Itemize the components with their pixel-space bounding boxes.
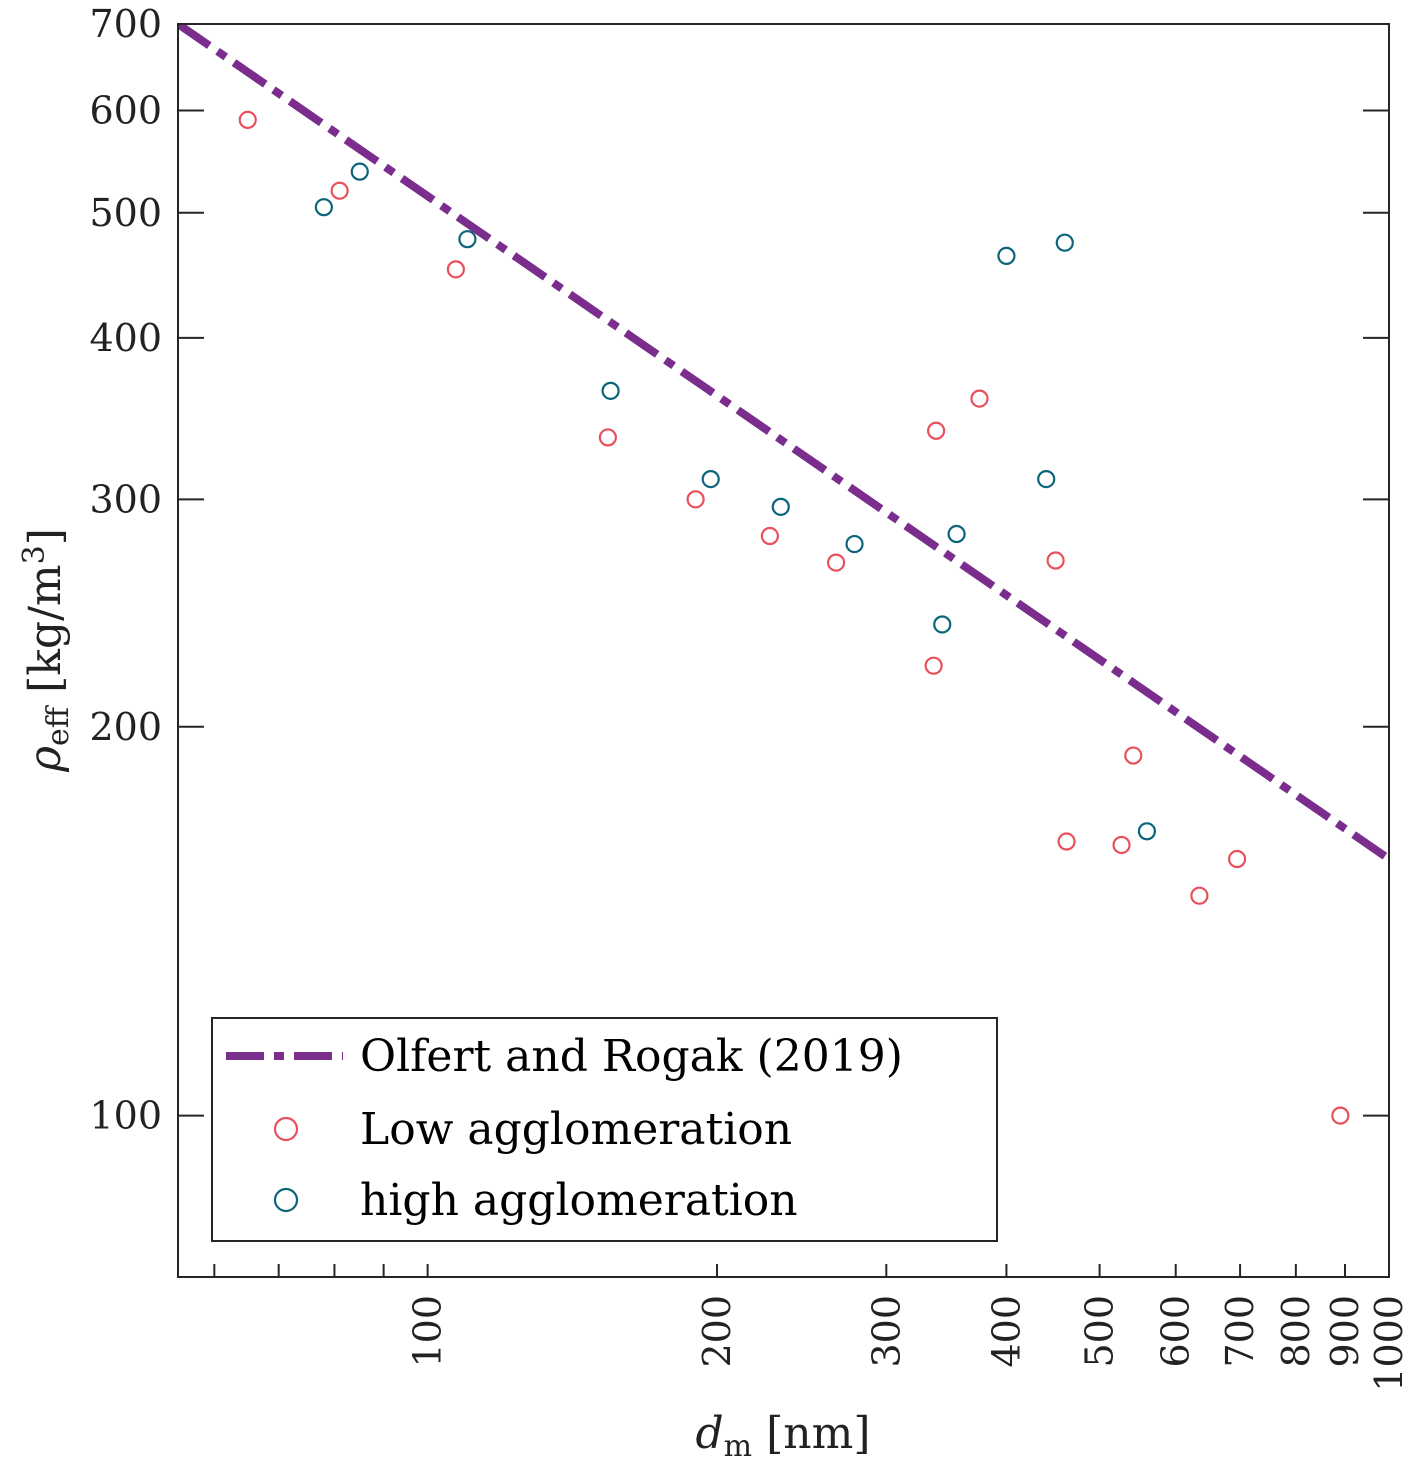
point-high-agglomeration	[933, 615, 952, 634]
point-high-agglomeration	[601, 381, 620, 400]
point-high-agglomeration	[1055, 233, 1074, 252]
x-tick-label: 600	[1154, 1295, 1198, 1368]
point-high-agglomeration	[947, 524, 966, 544]
point-low-agglomeration	[1227, 849, 1247, 869]
point-high-agglomeration	[350, 162, 369, 181]
legend-label-olfert: Olfert and Rogak (2019)	[360, 1031, 903, 1082]
x-tick-label: 200	[695, 1295, 739, 1368]
x-axis-label: dm [nm]	[695, 1408, 870, 1464]
point-high-agglomeration	[458, 230, 477, 249]
x-tick-label: 500	[1078, 1295, 1122, 1368]
y-tick-label: 700	[89, 2, 162, 46]
x-tick-label: 400	[984, 1295, 1028, 1368]
point-high-agglomeration	[845, 534, 864, 554]
point-high-agglomeration	[997, 246, 1016, 265]
point-high-agglomeration	[701, 470, 720, 489]
point-low-agglomeration	[1190, 886, 1209, 905]
legend: Olfert and Rogak (2019) Low agglomeratio…	[211, 1017, 998, 1242]
point-low-agglomeration	[1124, 746, 1143, 765]
legend-box	[211, 1017, 998, 1242]
point-low-agglomeration	[1112, 835, 1131, 855]
point-low-agglomeration	[927, 421, 946, 440]
x-tick-label: 800	[1274, 1295, 1318, 1368]
point-low-agglomeration	[1057, 832, 1076, 851]
x-tick-label: 700	[1218, 1295, 1262, 1368]
point-low-agglomeration	[446, 260, 465, 279]
tick-labels: 100 200 300 400 500 600 700 800 900 1000 100 200 300…	[89, 2, 1406, 1392]
y-axis-label: ρeff[kg/m3]	[17, 528, 76, 773]
y-tick-label: 100	[89, 1094, 162, 1138]
x-tick-label: 1000	[1367, 1295, 1406, 1392]
y-tick-label: 500	[89, 191, 162, 235]
point-low-agglomeration	[1331, 1106, 1350, 1125]
point-low-agglomeration	[970, 389, 989, 408]
point-low-agglomeration	[1046, 551, 1065, 570]
point-low-agglomeration	[238, 110, 257, 130]
x-tick-label: 100	[406, 1295, 450, 1368]
y-tick-label: 300	[89, 477, 162, 521]
point-high-agglomeration	[314, 198, 333, 217]
point-high-agglomeration	[1037, 470, 1056, 489]
y-tick-label: 600	[89, 88, 162, 132]
point-low-agglomeration	[686, 490, 705, 509]
point-low-agglomeration	[760, 526, 779, 546]
legend-label-high: high agglomeration	[360, 1175, 798, 1226]
y-tick-label: 400	[89, 316, 162, 360]
point-low-agglomeration	[330, 181, 349, 200]
legend-marker-low	[273, 1116, 299, 1142]
series-line-olfert-rogak	[178, 24, 1389, 863]
y-tick-label: 200	[89, 705, 162, 749]
point-low-agglomeration	[826, 553, 846, 572]
point-high-agglomeration	[771, 497, 790, 516]
point-low-agglomeration	[598, 428, 617, 447]
point-high-agglomeration	[1137, 822, 1157, 841]
legend-marker-high	[273, 1187, 299, 1213]
point-low-agglomeration	[924, 656, 943, 675]
x-tick-label: 900	[1323, 1295, 1367, 1368]
legend-label-low: Low agglomeration	[360, 1104, 792, 1155]
x-tick-label: 300	[864, 1295, 908, 1368]
plot-frame	[177, 23, 1390, 1278]
plot-area	[178, 24, 1389, 1125]
